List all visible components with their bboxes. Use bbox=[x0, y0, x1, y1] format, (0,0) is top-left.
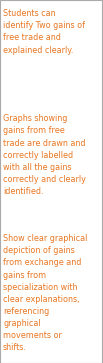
Text: Graphs showing
gains from free
trade are drawn and
correctly labelled
with all t: Graphs showing gains from free trade are… bbox=[3, 114, 86, 196]
Text: Show clear graphical
depiction of gains
from exchange and
gains from
specializat: Show clear graphical depiction of gains … bbox=[3, 234, 87, 352]
Text: Students can
identify Two gains of
free trade and
explained clearly.: Students can identify Two gains of free … bbox=[3, 9, 85, 54]
